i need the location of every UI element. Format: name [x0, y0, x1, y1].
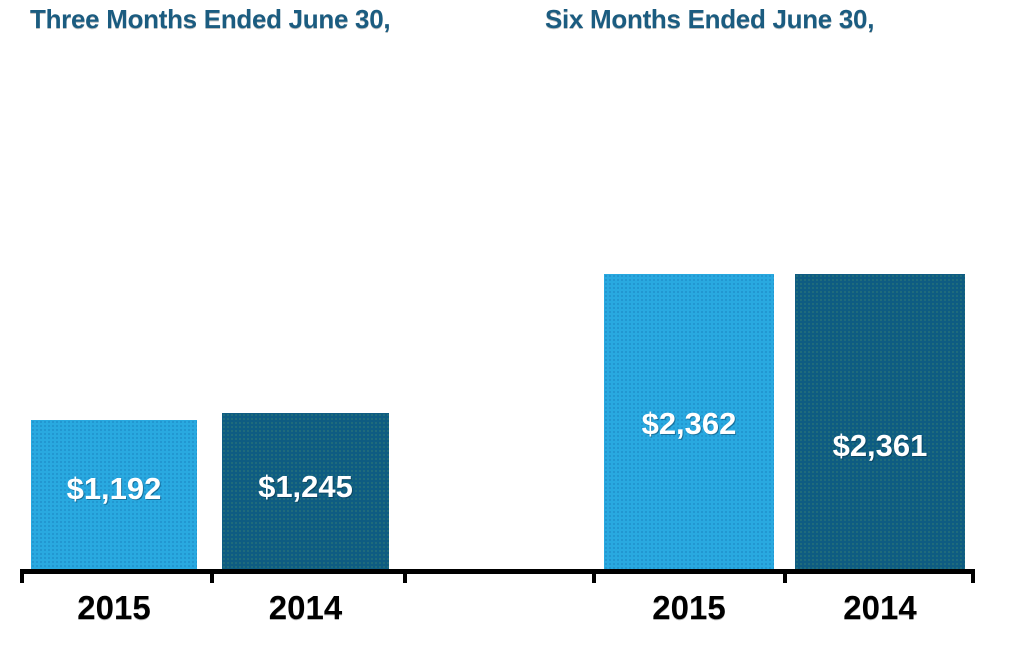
bar-value-label: $2,361	[832, 428, 928, 463]
x-axis-line	[20, 569, 975, 574]
x-axis-tick	[592, 569, 596, 583]
bar-2015-six-months: $2,362	[604, 274, 774, 569]
bar-2015-three-months: $1,192	[31, 420, 197, 569]
bar-2014-three-months: $1,245	[222, 413, 389, 569]
chart-title-six-months: Six Months Ended June 30,	[545, 4, 875, 34]
bar-value-label: $2,362	[641, 406, 737, 441]
x-axis-tick	[403, 569, 407, 583]
x-axis-tick	[971, 569, 975, 583]
chart-title-three-months: Three Months Ended June 30,	[30, 4, 391, 34]
x-axis-tick	[210, 569, 214, 583]
x-axis-tick	[783, 569, 787, 583]
x-axis-label-2014: 2014	[268, 589, 343, 626]
bar-value-label: $1,245	[258, 469, 353, 504]
x-axis-label-2015: 2015	[77, 589, 151, 626]
bar-value-label: $1,192	[66, 471, 162, 506]
x-axis-label-2014: 2014	[843, 589, 917, 626]
x-axis-label-2015: 2015	[652, 589, 726, 626]
bar-2014-six-months: $2,361	[795, 274, 965, 569]
x-axis-tick	[20, 569, 24, 583]
